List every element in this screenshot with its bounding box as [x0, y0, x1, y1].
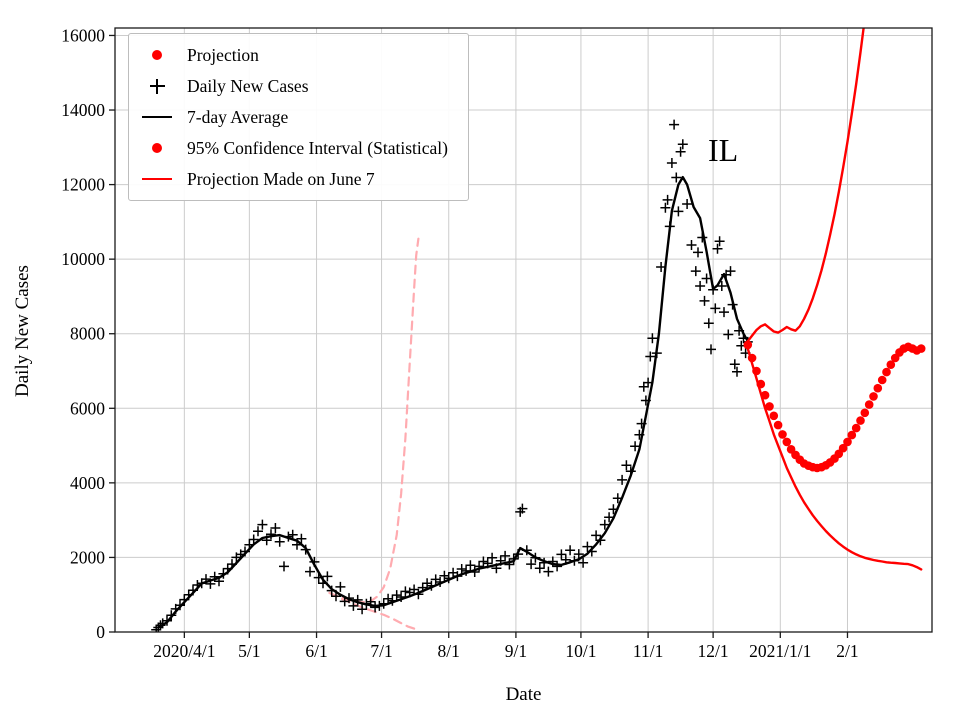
legend-item-projection: Projection [141, 44, 448, 66]
y-tick-label: 10000 [61, 249, 105, 269]
x-tick-label: 7/1 [370, 641, 392, 661]
line-marker-icon [142, 115, 172, 119]
y-tick-label: 0 [96, 622, 105, 642]
legend-marker-box [141, 143, 173, 153]
y-tick-label: 14000 [61, 100, 105, 120]
x-tick-label: 9/1 [505, 641, 527, 661]
x-tick-label: 6/1 [305, 641, 327, 661]
x-tick-label: 5/1 [238, 641, 260, 661]
series-ci-upper [746, 28, 865, 343]
series-daily-new-cases [151, 119, 753, 632]
y-axis-label: Daily New Cases [12, 265, 33, 397]
x-tick-label: 2020/4/1 [153, 641, 215, 661]
legend-marker-box [141, 115, 173, 119]
plus-marker-icon [149, 78, 165, 94]
legend-label: Projection Made on June 7 [187, 168, 375, 189]
y-tick-label: 16000 [61, 25, 105, 45]
legend-label: Daily New Cases [187, 75, 309, 96]
x-tick-label: 2/1 [836, 641, 858, 661]
y-tick-label: 4000 [70, 473, 105, 493]
x-tick-label: 11/1 [633, 641, 663, 661]
plot-frame [114, 27, 933, 633]
tick-labels: 2020/4/1 5/1 6/1 7/1 8/1 9/1 10/1 11/1 12/1 2021/… [61, 25, 858, 661]
y-tick-label: 2000 [70, 547, 105, 567]
state-label: IL [708, 132, 739, 168]
series-seven-day-average [157, 175, 749, 629]
ci-dot-icon [152, 143, 162, 153]
series-ci-lower [746, 347, 923, 571]
projection-dot-icon [152, 50, 162, 60]
axis-ticks [109, 34, 849, 638]
legend-item-confidence-interval: 95% Confidence Interval (Statistical) [141, 137, 448, 159]
legend-item-7-day-average: 7-day Average [141, 106, 448, 128]
x-axis-label: Date [505, 684, 542, 705]
legend-marker-box [141, 177, 173, 181]
legend-label: 95% Confidence Interval (Statistical) [187, 137, 448, 158]
x-tick-label: 2021/1/1 [749, 641, 811, 661]
y-tick-label: 12000 [61, 175, 105, 195]
series-projection [743, 340, 926, 473]
series-layer [151, 28, 926, 632]
x-tick-label: 8/1 [438, 641, 460, 661]
x-tick-label: 12/1 [698, 641, 729, 661]
legend: Projection Daily New Cases 7-day Average… [128, 33, 469, 201]
legend-label: 7-day Average [187, 106, 289, 127]
y-tick-label: 6000 [70, 398, 105, 418]
legend-item-june7-projection: Projection Made on June 7 [141, 168, 448, 190]
legend-item-daily-new-cases: Daily New Cases [141, 75, 448, 97]
legend-marker-box [141, 50, 173, 60]
legend-marker-box [141, 78, 173, 94]
legend-label: Projection [187, 44, 259, 65]
y-tick-label: 8000 [70, 324, 105, 344]
series-june7-projection-upper [328, 237, 420, 604]
x-tick-label: 10/1 [565, 641, 596, 661]
red-line-marker-icon [142, 177, 172, 181]
